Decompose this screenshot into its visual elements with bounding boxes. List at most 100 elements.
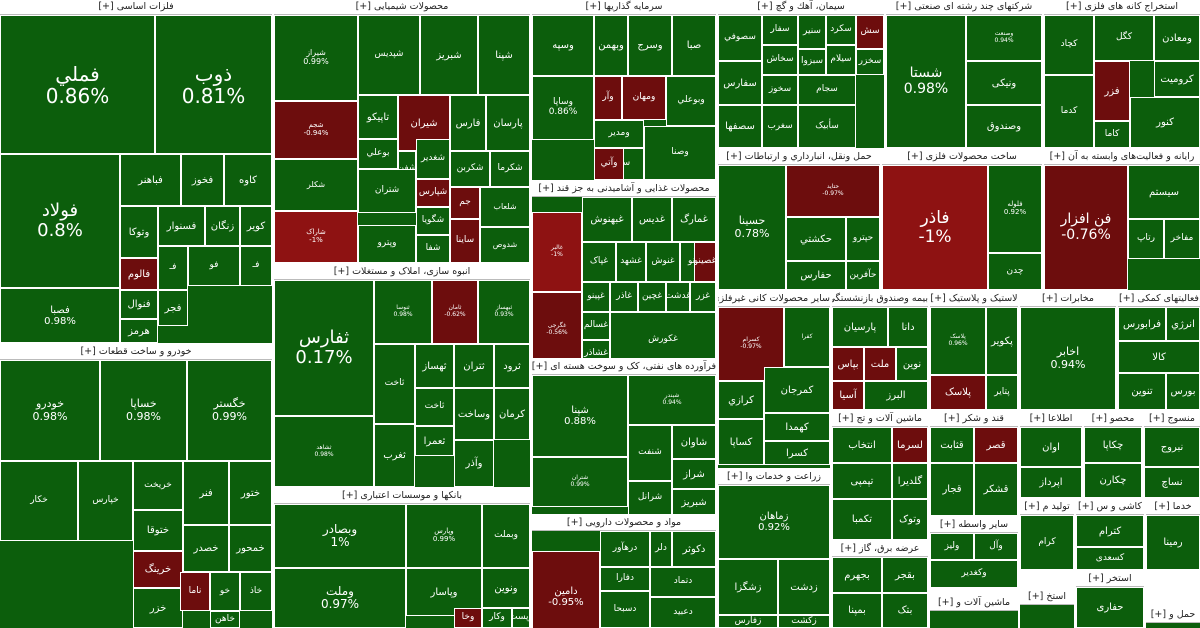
stock-tile[interactable]: کسرا [764,441,830,465]
stock-tile[interactable]: فنر [183,461,229,525]
stock-tile[interactable]: ومدیر [594,120,644,148]
stock-tile[interactable]: خاذ [240,572,272,611]
stock-tile[interactable]: غگرجی -0.56% [532,292,582,358]
stock-tile[interactable]: حفارس [786,261,846,290]
stock-tile[interactable]: شدوص [480,227,530,263]
stock-tile[interactable]: رمینا [1146,515,1200,570]
stock-tile[interactable]: کاما [1094,121,1130,148]
stock-tile[interactable]: ونیکی [966,61,1042,105]
stock-tile[interactable]: کفرا [784,307,830,367]
stock-tile[interactable]: وسرج [628,15,672,76]
sector-header[interactable]: بیمه وصندوق بازنشستگی [+] [832,292,928,307]
stock-tile[interactable]: شبریز [672,489,716,514]
stock-tile[interactable]: فزر [1094,61,1130,121]
stock-tile[interactable]: شجم -0.94% [274,101,358,159]
stock-tile[interactable]: ولیز [930,533,974,560]
stock-tile[interactable]: کویر [240,206,272,246]
stock-tile[interactable]: شاراک -1% [274,211,358,263]
sector-header[interactable]: سایر محصولات کانی غیرفلزی [+] [718,292,830,307]
stock-tile[interactable]: غپینو [582,282,610,312]
expand-marker[interactable]: [+] [1119,293,1138,304]
stock-tile[interactable]: سجام [798,75,856,105]
expand-marker[interactable]: [+] [355,1,374,12]
stock-tile[interactable]: سأبیک [798,105,856,148]
stock-tile[interactable]: کگل [1094,15,1154,61]
sector-header[interactable]: استخ [+] [1020,590,1074,605]
stock-tile[interactable]: ثنوسا 0.98% [374,280,432,344]
stock-tile[interactable]: فو [188,246,240,286]
stock-tile[interactable]: ختوقا [133,510,183,551]
expand-marker[interactable]: [+] [838,413,857,424]
sector-header[interactable]: منسوج [+] [1144,412,1200,427]
stock-tile[interactable]: غبهنوش [582,197,632,242]
stock-tile[interactable]: وخا [454,608,482,628]
expand-marker[interactable]: [+] [757,1,776,12]
stock-tile[interactable]: وبملت [482,504,530,568]
stock-tile[interactable]: وبوعلي [666,76,716,126]
sector-header[interactable]: ساخت محصولات فلزی [+] [882,150,1042,165]
stock-tile[interactable]: سبزوا [798,49,826,75]
stock-tile[interactable]: کرام [1020,515,1074,570]
sector-header[interactable]: محصو [+] [1084,412,1142,427]
sector-header[interactable]: بانکها و موسسات اعتباری [+] [274,489,530,504]
stock-tile[interactable]: خکار [0,461,78,541]
stock-tile[interactable]: پتایر [986,375,1018,410]
stock-tile[interactable]: کرازي [718,381,764,419]
stock-tile[interactable]: حسینا 0.78% [718,165,786,290]
stock-tile[interactable]: فصبا 0.98% [0,288,120,343]
stock-tile[interactable]: شاوان [672,425,716,459]
stock-tile[interactable]: خصدر [183,525,229,572]
stock-tile[interactable]: شرانل [628,481,672,514]
stock-tile[interactable]: کمرجان [764,367,830,413]
stock-tile[interactable]: چکاپا [1084,427,1142,463]
stock-tile[interactable]: اپرداز [1020,467,1082,498]
stock-tile[interactable]: فـ [158,246,188,290]
sector-header[interactable]: لاستیک و پلاستیک [+] [930,292,1018,307]
stock-tile[interactable]: غپاک [582,242,616,282]
stock-tile[interactable]: نوین [896,347,928,381]
expand-marker[interactable]: [+] [566,517,586,528]
stock-tile[interactable]: ختور [229,461,272,525]
stock-tile[interactable]: شپدیس [358,15,420,95]
stock-tile[interactable]: غدیس [632,197,672,242]
stock-tile[interactable]: وکار [482,608,512,628]
stock-tile[interactable]: زشگزا [718,559,778,615]
stock-tile[interactable]: خمحور [229,525,272,572]
stock-tile[interactable]: سفار [762,15,798,45]
sector-header[interactable]: تولید م [+] [1020,500,1074,515]
stock-tile[interactable]: پلاسک [930,375,986,410]
stock-tile[interactable]: ثاخت [374,344,415,424]
stock-tile[interactable]: سخزر [856,49,884,75]
stock-tile[interactable]: دفارا [600,567,650,591]
stock-tile[interactable]: کچاد [1044,15,1094,75]
stock-tile[interactable]: وصندوق [966,105,1042,148]
expand-marker[interactable]: [+] [1154,501,1173,512]
stock-tile[interactable]: خاهن [210,611,240,628]
stock-tile[interactable]: حکشتي [786,217,846,261]
stock-tile[interactable]: سفارس [718,61,762,105]
stock-tile[interactable]: جم [450,187,480,219]
stock-tile[interactable]: وملت 0.97% [274,568,406,628]
stock-tile[interactable]: پارسان [486,95,530,151]
stock-tile[interactable]: غسالم [582,312,610,340]
expand-marker[interactable]: [+] [930,293,949,304]
stock-tile[interactable]: کرمان [494,388,530,440]
stock-tile[interactable]: سش [856,15,884,49]
stock-tile[interactable]: خریخت [133,461,183,510]
stock-tile[interactable]: فارس [450,95,486,151]
stock-tile[interactable]: خو [210,572,240,611]
stock-tile[interactable]: کرومیت [1154,61,1200,97]
stock-tile[interactable]: شتران [358,169,416,213]
stock-tile[interactable]: دتماد [650,567,716,597]
sector-header[interactable]: استخر [+] [1076,572,1144,587]
stock-tile[interactable]: دعبید [650,597,716,628]
stock-tile[interactable]: ومهان [622,76,666,120]
stock-tile[interactable]: خساپا 0.98% [100,360,187,461]
stock-tile[interactable]: بپاس [832,347,864,381]
stock-tile[interactable]: هرمز [120,319,158,343]
stock-tile[interactable]: غنوش [646,242,680,282]
stock-tile[interactable]: غزر [690,282,716,312]
stock-tile[interactable]: ثرود [494,344,530,388]
stock-tile[interactable]: غدشت [666,282,690,312]
sector-header[interactable]: محصولات غذایی و آشامیدنی به جز قند [+] [532,182,716,197]
